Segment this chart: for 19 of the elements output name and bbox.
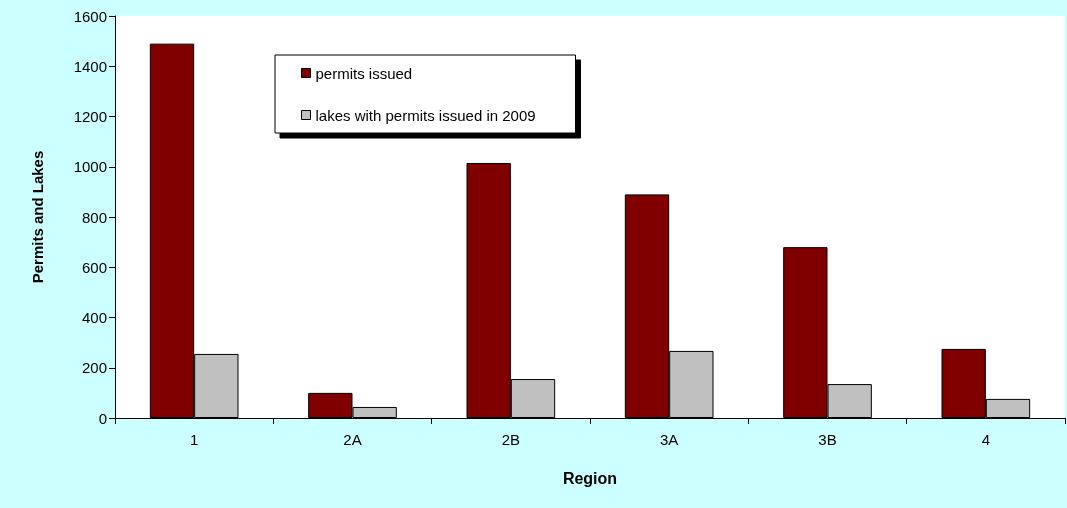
y-tick-label: 1600 [73, 7, 107, 25]
x-tick-label: 3B [818, 431, 837, 448]
y-tick-label: 1000 [73, 158, 107, 176]
x-tick-label: 4 [981, 431, 991, 448]
x-tick-label: 1 [189, 431, 199, 448]
y-tick-label: 1200 [73, 108, 107, 125]
y-tick-label: 1400 [73, 57, 107, 75]
y-tick-label: 0 [98, 409, 107, 427]
y-axis-title: Permits and Lakes [29, 150, 46, 284]
y-tick-label: 800 [81, 208, 107, 226]
y-tick-label: 600 [81, 258, 107, 276]
x-tick-label: 2A [343, 431, 362, 448]
x-tick-label: 3A [659, 431, 679, 448]
y-tick-label: 400 [81, 309, 107, 326]
legend-label: lakes with permits issued in 2009 [315, 106, 536, 124]
y-tick-label: 200 [81, 359, 107, 377]
x-axis-title: Region [562, 469, 618, 487]
x-tick-label: 2B [501, 431, 521, 448]
legend-label: permits issued [315, 64, 413, 82]
